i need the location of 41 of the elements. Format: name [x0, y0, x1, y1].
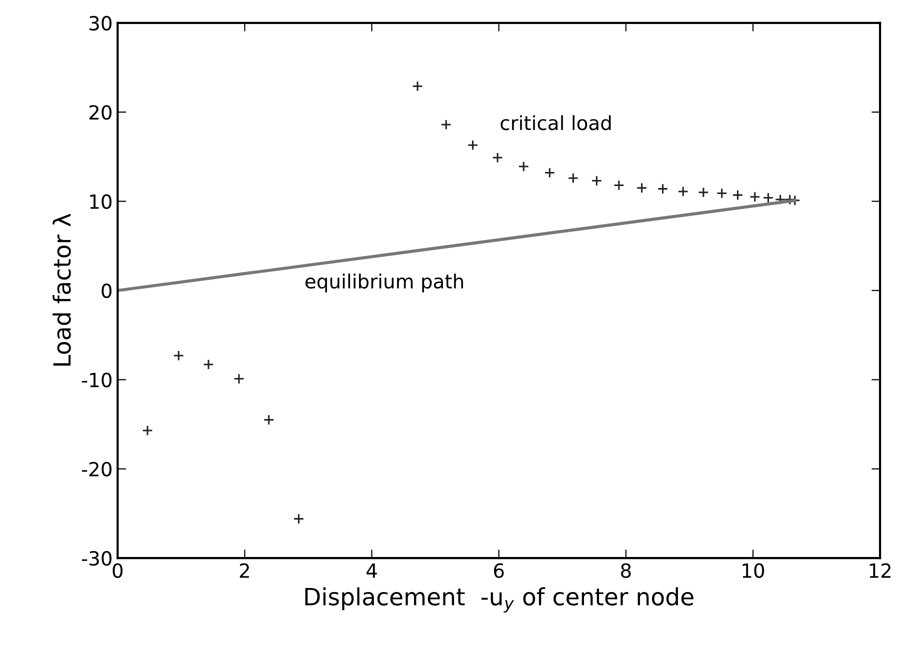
point — [518, 161, 530, 172]
point — [762, 192, 774, 204]
point — [636, 182, 648, 194]
point — [568, 172, 579, 184]
point — [412, 80, 423, 92]
point — [613, 180, 624, 191]
point — [657, 183, 668, 194]
point — [263, 414, 274, 426]
point — [467, 140, 478, 151]
y-tick-label: -10 — [82, 372, 112, 388]
x-tick-label: 8 — [621, 563, 631, 578]
annotation: critical load — [500, 115, 611, 130]
point — [678, 186, 689, 197]
point — [716, 188, 728, 199]
annotation: equilibrium path — [306, 274, 464, 292]
point — [591, 175, 602, 186]
point — [173, 350, 184, 362]
x-tick-label: 6 — [494, 563, 504, 578]
x-axis-title: Displacement -u$_{y}$ of center node — [305, 587, 694, 613]
y-tick-label: 0 — [102, 283, 112, 298]
point — [203, 359, 214, 370]
y-tick-label: -20 — [82, 462, 112, 477]
point — [544, 167, 556, 178]
y-tick-label: -30 — [82, 551, 112, 566]
point — [732, 190, 744, 200]
point — [293, 513, 304, 524]
x-tick-label: 0 — [112, 563, 123, 578]
point — [749, 191, 760, 202]
point — [142, 425, 153, 436]
point — [234, 373, 244, 384]
x-tick-label: 10 — [742, 563, 764, 578]
y-tick-label: 30 — [90, 16, 112, 31]
point — [440, 119, 452, 130]
y-tick-label: 20 — [89, 105, 112, 120]
x-tick-label: 2 — [240, 563, 249, 578]
y-axis-title: Load factor λ — [52, 214, 71, 366]
point — [698, 186, 709, 198]
point — [492, 152, 503, 164]
x-tick-label: 12 — [870, 563, 890, 578]
x-tick-label: 4 — [366, 564, 377, 578]
y-tick-label: 10 — [90, 194, 112, 209]
